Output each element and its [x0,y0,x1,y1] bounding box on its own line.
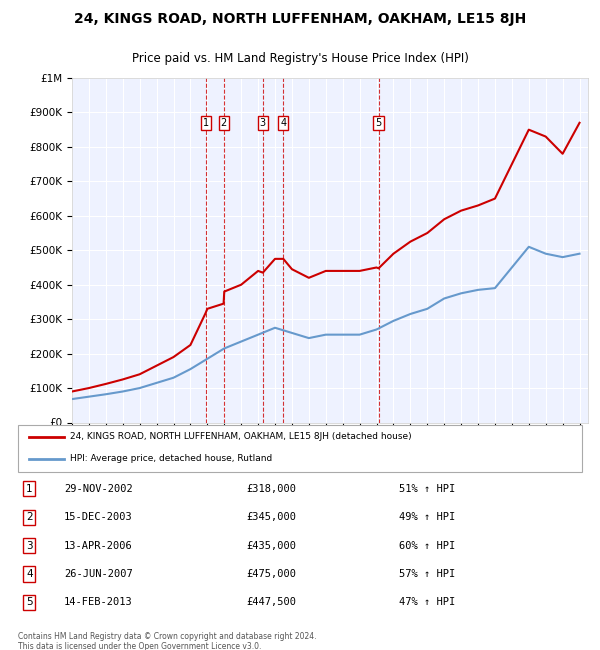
Text: 1: 1 [26,484,32,494]
Text: HPI: Average price, detached house, Rutland: HPI: Average price, detached house, Rutl… [70,454,272,463]
Text: 3: 3 [260,118,266,128]
Text: 14-FEB-2013: 14-FEB-2013 [64,597,133,607]
Text: 24, KINGS ROAD, NORTH LUFFENHAM, OAKHAM, LE15 8JH: 24, KINGS ROAD, NORTH LUFFENHAM, OAKHAM,… [74,12,526,27]
Text: 26-JUN-2007: 26-JUN-2007 [64,569,133,579]
Text: Price paid vs. HM Land Registry's House Price Index (HPI): Price paid vs. HM Land Registry's House … [131,52,469,65]
Text: 5: 5 [376,118,382,128]
Text: 47% ↑ HPI: 47% ↑ HPI [398,597,455,607]
Text: 2: 2 [26,512,32,522]
Text: 60% ↑ HPI: 60% ↑ HPI [398,541,455,551]
Text: 57% ↑ HPI: 57% ↑ HPI [398,569,455,579]
Text: 1: 1 [203,118,209,128]
Text: £447,500: £447,500 [246,597,296,607]
Text: 51% ↑ HPI: 51% ↑ HPI [398,484,455,494]
Text: 49% ↑ HPI: 49% ↑ HPI [398,512,455,522]
Text: £345,000: £345,000 [246,512,296,522]
Text: 3: 3 [26,541,32,551]
Text: 13-APR-2006: 13-APR-2006 [64,541,133,551]
Text: 24, KINGS ROAD, NORTH LUFFENHAM, OAKHAM, LE15 8JH (detached house): 24, KINGS ROAD, NORTH LUFFENHAM, OAKHAM,… [70,432,411,441]
Text: £435,000: £435,000 [246,541,296,551]
Text: 15-DEC-2003: 15-DEC-2003 [64,512,133,522]
Text: 4: 4 [280,118,286,128]
FancyBboxPatch shape [18,425,582,472]
Text: 29-NOV-2002: 29-NOV-2002 [64,484,133,494]
Text: £475,000: £475,000 [246,569,296,579]
Text: 2: 2 [220,118,227,128]
Text: 4: 4 [26,569,32,579]
Text: Contains HM Land Registry data © Crown copyright and database right 2024.
This d: Contains HM Land Registry data © Crown c… [18,632,316,650]
Text: £318,000: £318,000 [246,484,296,494]
Text: 5: 5 [26,597,32,607]
